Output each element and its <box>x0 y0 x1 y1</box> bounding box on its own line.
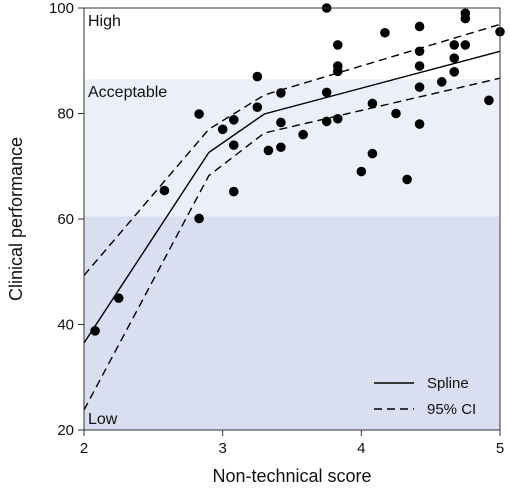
x-tick-label: 2 <box>80 440 88 457</box>
y-tick-label: 20 <box>57 422 74 439</box>
data-point <box>380 27 390 38</box>
y-axis-ticks: 20 40 60 80 100 <box>49 0 84 439</box>
x-tick-label: 3 <box>218 440 226 457</box>
line-95-ci <box>83 23 501 276</box>
legend: Spline 95% CI <box>374 375 476 418</box>
data-point <box>276 117 286 128</box>
x-axis-title: Non-technical score <box>212 466 371 486</box>
x-tick-label: 5 <box>496 440 504 457</box>
data-point <box>113 293 124 303</box>
data-point <box>484 95 494 106</box>
data-point <box>228 186 239 197</box>
data-point <box>276 88 286 98</box>
data-point <box>332 61 343 71</box>
band-low <box>84 216 500 430</box>
band-label-high: High <box>88 13 121 30</box>
data-point <box>252 71 263 82</box>
data-point <box>414 61 425 71</box>
data-point <box>436 77 447 87</box>
data-point <box>332 113 343 124</box>
band-label-acceptable: Acceptable <box>88 84 167 101</box>
spline-lines <box>83 23 501 411</box>
data-point <box>194 109 204 119</box>
data-point <box>321 116 332 127</box>
data-point <box>194 213 204 224</box>
x-axis-ticks: 2 3 4 5 <box>80 430 504 457</box>
data-point <box>414 21 425 32</box>
y-tick-label: 60 <box>57 211 74 228</box>
data-point <box>276 142 286 153</box>
data-point <box>367 98 378 109</box>
y-tick-label: 40 <box>57 317 74 334</box>
y-axis-title: Clinical performance <box>6 137 26 301</box>
data-point <box>263 145 274 156</box>
data-points <box>90 3 505 336</box>
data-point <box>460 40 471 50</box>
line-95-ci-lower <box>83 77 501 411</box>
band-label-low: Low <box>88 411 118 428</box>
x-tick-label: 4 <box>357 440 365 457</box>
data-point <box>414 46 425 57</box>
legend-label-spline: Spline <box>427 375 469 392</box>
data-point <box>332 40 343 50</box>
performance-bands <box>84 8 500 430</box>
data-point <box>252 102 263 112</box>
data-point <box>228 115 239 125</box>
y-tick-label: 80 <box>57 106 74 123</box>
data-point <box>391 108 401 119</box>
legend-label-95-ci: 95% CI <box>427 401 476 418</box>
data-point <box>414 119 425 129</box>
y-tick-label: 100 <box>49 0 74 17</box>
data-point <box>321 87 332 98</box>
data-point <box>356 166 367 177</box>
data-point <box>367 148 378 159</box>
data-point <box>159 185 170 196</box>
data-point <box>460 8 471 19</box>
data-point <box>449 53 460 63</box>
band-labels: Low Acceptable High <box>88 13 167 428</box>
data-point <box>414 82 425 92</box>
data-point <box>217 124 228 135</box>
line-spline <box>83 50 501 344</box>
data-point <box>90 326 100 336</box>
band-high <box>84 8 500 80</box>
data-point <box>449 67 460 77</box>
data-point <box>449 40 460 50</box>
data-point <box>298 129 308 140</box>
data-point <box>402 174 412 185</box>
data-point <box>228 140 239 150</box>
